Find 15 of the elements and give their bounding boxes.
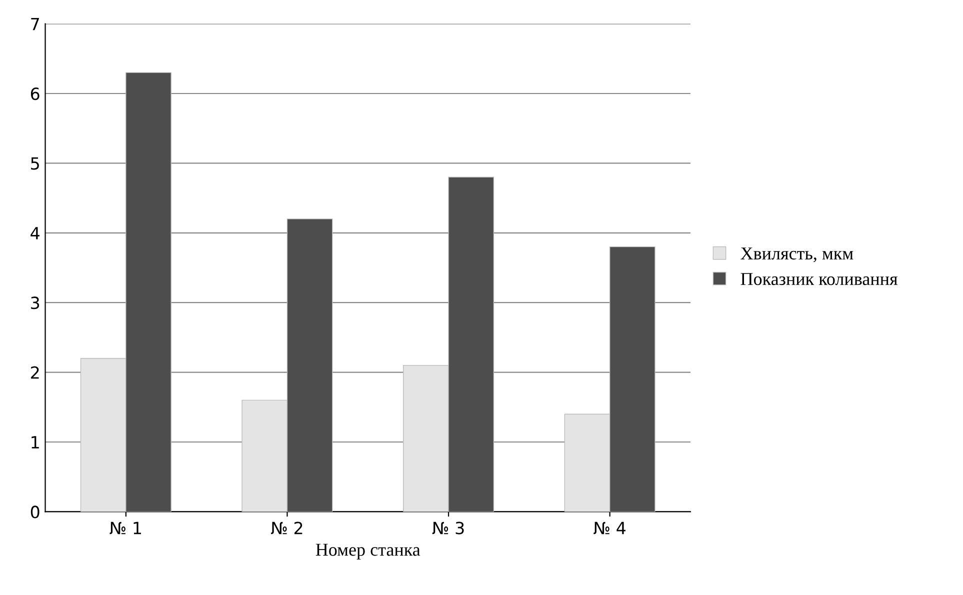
y-tick-label: 2 — [31, 366, 39, 379]
y-tick-label: 4 — [30, 227, 40, 240]
y-tick-label: 7 — [31, 18, 39, 30]
legend-label: Хвилясть, мкм — [740, 248, 854, 262]
x-tick-label: № 1 — [110, 522, 141, 534]
x-axis-title: Номер станка — [316, 544, 420, 560]
x-tick-label: № 4 — [594, 522, 626, 534]
x-tick-label: № 2 — [271, 522, 302, 534]
legend-label: Показник коливання — [740, 273, 898, 286]
y-tick-label: 5 — [31, 157, 39, 170]
y-tick-label: 1 — [32, 436, 39, 448]
y-tick-label: 3 — [31, 296, 40, 310]
y-tick-label: 6 — [30, 87, 40, 100]
x-tick-label: № 3 — [432, 522, 464, 534]
y-tick-label: 0 — [30, 506, 40, 518]
